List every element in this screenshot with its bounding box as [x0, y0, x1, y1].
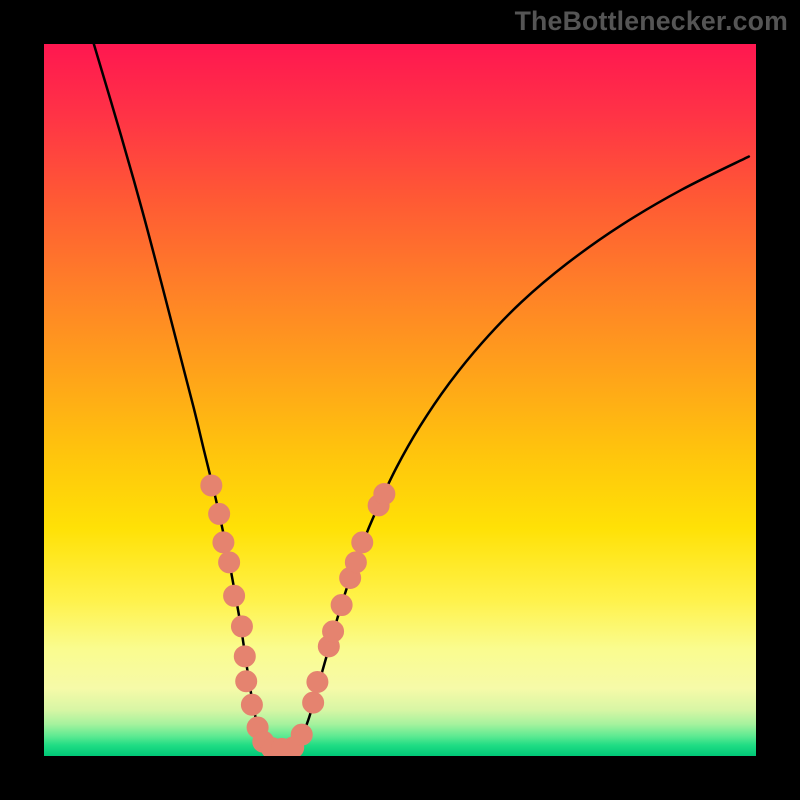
gradient-background [44, 44, 756, 756]
plot-area [44, 44, 756, 756]
watermark-text: TheBottlenecker.com [515, 6, 788, 37]
chart-stage: TheBottlenecker.com [0, 0, 800, 800]
